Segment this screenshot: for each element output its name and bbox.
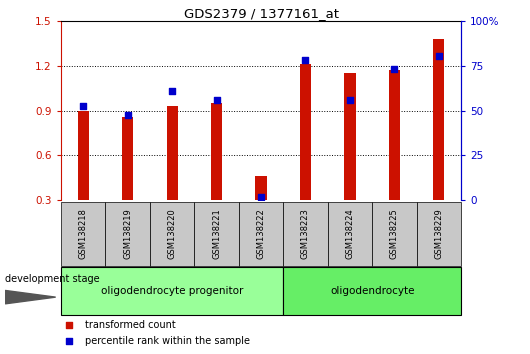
Text: percentile rank within the sample: percentile rank within the sample — [85, 336, 250, 346]
Text: GSM138224: GSM138224 — [346, 208, 355, 259]
Bar — [434, 39, 445, 200]
Bar — [255, 176, 267, 200]
Bar — [61, 267, 283, 315]
Polygon shape — [5, 290, 56, 304]
Bar — [211, 103, 222, 200]
Bar — [389, 70, 400, 200]
Text: GSM138223: GSM138223 — [301, 208, 310, 259]
Text: GSM138229: GSM138229 — [435, 208, 444, 259]
Bar — [122, 116, 133, 200]
Text: GSM138218: GSM138218 — [78, 208, 87, 259]
Point — [65, 322, 73, 328]
Bar — [344, 73, 356, 200]
Point — [65, 338, 73, 343]
Point — [168, 88, 176, 94]
Text: GSM138221: GSM138221 — [212, 208, 221, 259]
Point — [79, 103, 87, 109]
Bar — [283, 267, 461, 315]
Point — [213, 97, 221, 103]
Point — [123, 112, 132, 118]
Point — [301, 57, 310, 63]
Bar — [300, 64, 311, 200]
Bar — [283, 202, 328, 266]
Bar — [417, 202, 461, 266]
Bar — [150, 202, 195, 266]
Bar — [105, 202, 150, 266]
Text: GSM138220: GSM138220 — [167, 208, 176, 259]
Bar — [328, 202, 372, 266]
Text: GSM138225: GSM138225 — [390, 208, 399, 259]
Text: GSM138222: GSM138222 — [257, 208, 266, 259]
Bar — [166, 106, 178, 200]
Point — [390, 66, 399, 72]
Title: GDS2379 / 1377161_at: GDS2379 / 1377161_at — [183, 7, 339, 20]
Text: development stage: development stage — [5, 274, 100, 284]
Bar — [195, 202, 239, 266]
Point — [435, 53, 443, 58]
Text: oligodendrocyte: oligodendrocyte — [330, 286, 414, 296]
Bar — [77, 110, 89, 200]
Bar — [372, 202, 417, 266]
Text: GSM138219: GSM138219 — [123, 208, 132, 259]
Bar — [61, 202, 105, 266]
Text: oligodendrocyte progenitor: oligodendrocyte progenitor — [101, 286, 243, 296]
Bar — [239, 202, 283, 266]
Point — [257, 194, 266, 200]
Point — [346, 97, 354, 103]
Text: transformed count: transformed count — [85, 320, 176, 330]
